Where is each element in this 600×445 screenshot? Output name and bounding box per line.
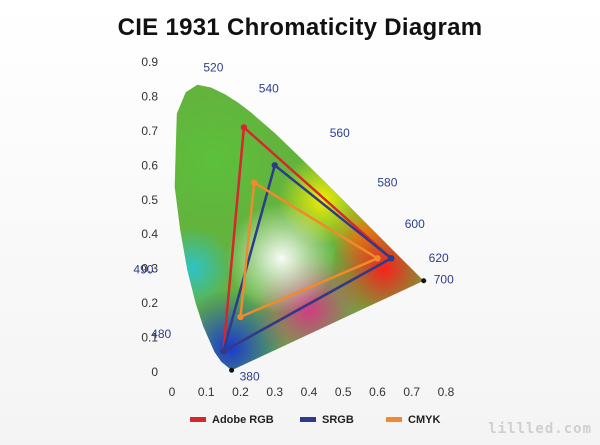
locus-color-blend [174, 96, 424, 371]
gamut-vertex [271, 162, 278, 169]
y-tick-label: 0.3 [141, 262, 158, 276]
gamut-vertex [220, 348, 227, 355]
wavelength-labels: 380 480 490 520 540 560 580 600 620 700 [133, 61, 454, 384]
x-tick-label: 0.2 [232, 385, 249, 399]
x-tick-label: 0.8 [438, 385, 455, 399]
wavelength-label: 480 [151, 327, 171, 341]
gamut-vertex [374, 255, 381, 262]
locus-endpoint-700 [421, 278, 427, 284]
wavelength-label: 620 [429, 251, 449, 265]
y-tick-label: 0.1 [141, 331, 158, 345]
y-tick-label: 0.2 [141, 296, 158, 310]
x-tick-label: 0.7 [403, 385, 420, 399]
x-tick-label: 0.6 [369, 385, 386, 399]
legend-swatch [190, 417, 206, 422]
x-tick-label: 0.5 [335, 385, 352, 399]
x-tick-label: 0 [169, 385, 176, 399]
y-tick-label: 0 [151, 365, 158, 379]
legend-swatch [386, 417, 402, 422]
legend-label: SRGB [322, 414, 354, 426]
x-tick-label: 0.3 [266, 385, 283, 399]
y-tick-label: 0.8 [141, 89, 158, 103]
wavelength-label: 380 [240, 369, 260, 383]
gamut-vertex [388, 255, 395, 262]
wavelength-label: 560 [330, 126, 350, 140]
y-tick-label: 0.7 [141, 124, 158, 138]
wavelength-label: 520 [203, 61, 223, 75]
y-tick-label: 0.4 [141, 227, 158, 241]
wavelength-label: 600 [405, 217, 425, 231]
legend-label: Adobe RGB [212, 414, 274, 426]
wavelength-label: 540 [259, 81, 279, 95]
gamut-vertex [240, 124, 248, 131]
color-blend [174, 227, 234, 310]
legend: Adobe RGB SRGB CMYK [190, 414, 440, 426]
color-blend [226, 203, 337, 314]
gamut-cmyk [239, 181, 379, 319]
gamut-vertex [237, 313, 244, 321]
gamut-vertex [251, 179, 258, 186]
watermark: lillled.com [488, 421, 592, 437]
axes: 0 0.1 0.2 0.3 0.4 0.5 0.6 0.7 0.8 0 0.1 0.2 0.3 0.4 0.… [141, 55, 454, 399]
y-tick-label: 0.5 [141, 193, 158, 207]
wavelength-label: 490 [133, 262, 153, 276]
legend-swatch [300, 417, 316, 422]
wavelength-label: 700 [434, 273, 454, 287]
chart-title: CIE 1931 Chromaticity Diagram [117, 14, 483, 41]
x-tick-label: 0.1 [198, 385, 215, 399]
gamut-srgb [222, 164, 393, 353]
color-blend [174, 96, 275, 221]
y-tick-label: 0.9 [141, 55, 158, 69]
y-tick-label: 0.6 [141, 158, 158, 172]
wavelength-label: 580 [377, 175, 397, 189]
gamut-triangles [220, 124, 395, 355]
spectral-locus [174, 84, 427, 373]
x-tick-label: 0.4 [301, 385, 318, 399]
locus-endpoint-380 [229, 367, 235, 373]
legend-label: CMYK [408, 414, 440, 426]
